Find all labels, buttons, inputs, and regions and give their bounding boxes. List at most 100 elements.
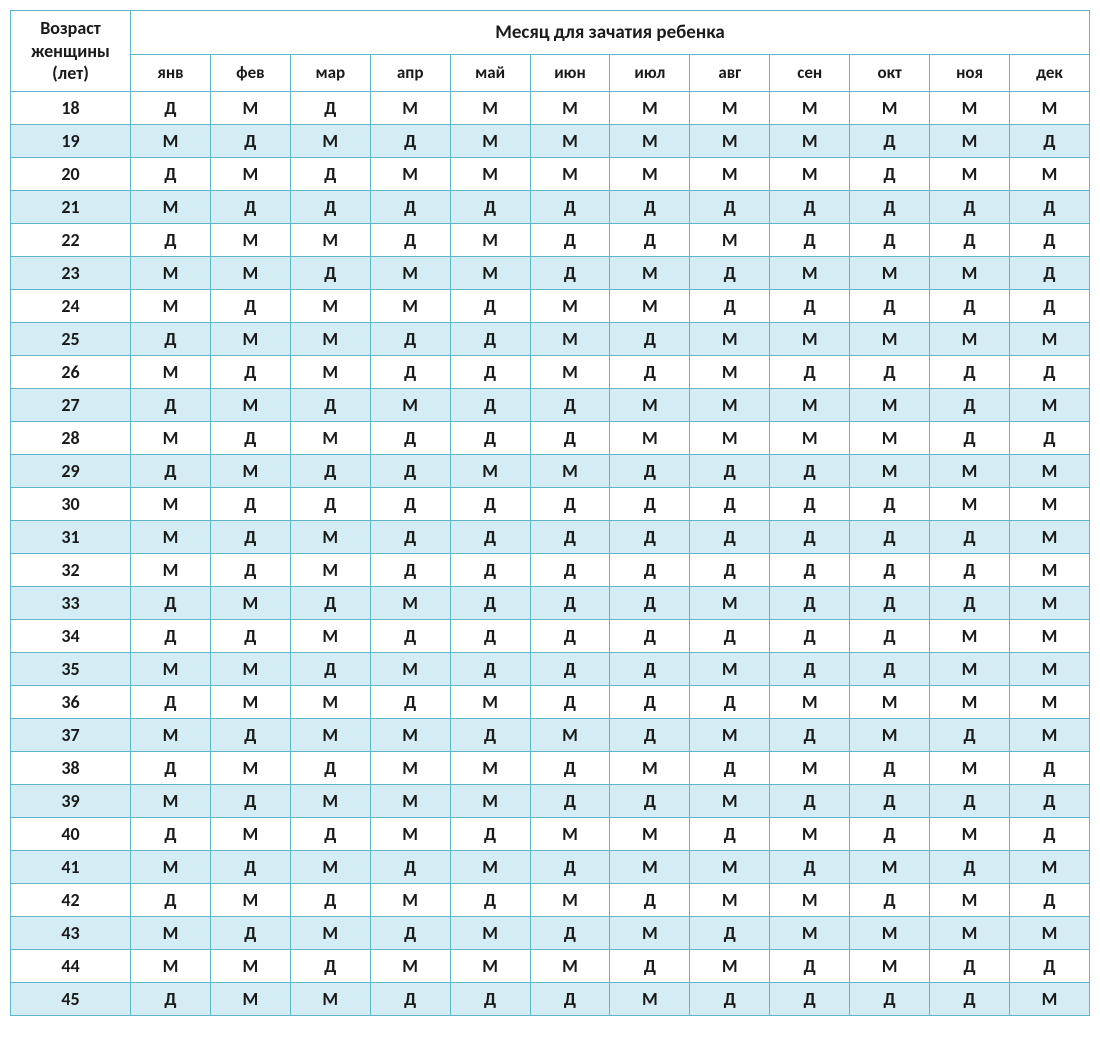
value-cell: Д bbox=[1009, 355, 1089, 388]
value-cell: М bbox=[210, 586, 290, 619]
value-cell: М bbox=[131, 916, 211, 949]
month-header-июн: июн bbox=[530, 55, 610, 91]
value-cell: М bbox=[290, 322, 370, 355]
value-cell: Д bbox=[850, 520, 930, 553]
value-cell: Д bbox=[770, 982, 850, 1015]
value-cell: М bbox=[1009, 553, 1089, 586]
value-cell: М bbox=[930, 487, 1010, 520]
value-cell: М bbox=[131, 289, 211, 322]
value-cell: Д bbox=[210, 850, 290, 883]
value-cell: М bbox=[850, 949, 930, 982]
value-cell: М bbox=[930, 883, 1010, 916]
value-cell: Д bbox=[530, 850, 610, 883]
value-cell: Д bbox=[610, 520, 690, 553]
value-cell: Д bbox=[450, 586, 530, 619]
value-cell: Д bbox=[450, 190, 530, 223]
months-row: янвфевмарапрмайиюниюлавгсеноктноядек bbox=[11, 55, 1090, 91]
value-cell: М bbox=[370, 652, 450, 685]
value-cell: Д bbox=[930, 289, 1010, 322]
table-row: 24МДММДММДДДДД bbox=[11, 289, 1090, 322]
value-cell: М bbox=[450, 916, 530, 949]
value-cell: Д bbox=[290, 388, 370, 421]
value-cell: М bbox=[530, 124, 610, 157]
value-cell: Д bbox=[850, 355, 930, 388]
value-cell: М bbox=[290, 784, 370, 817]
table-row: 31МДМДДДДДДДДМ bbox=[11, 520, 1090, 553]
value-cell: Д bbox=[210, 916, 290, 949]
month-header-май: май bbox=[450, 55, 530, 91]
value-cell: М bbox=[450, 685, 530, 718]
value-cell: Д bbox=[290, 454, 370, 487]
value-cell: М bbox=[610, 817, 690, 850]
table-row: 22ДММДМДДМДДДД bbox=[11, 223, 1090, 256]
value-cell: М bbox=[930, 817, 1010, 850]
value-cell: Д bbox=[1009, 817, 1089, 850]
value-cell: М bbox=[1009, 619, 1089, 652]
value-cell: Д bbox=[131, 751, 211, 784]
value-cell: Д bbox=[450, 487, 530, 520]
value-cell: Д bbox=[210, 124, 290, 157]
age-cell: 35 bbox=[11, 652, 131, 685]
value-cell: Д bbox=[530, 223, 610, 256]
value-cell: Д bbox=[530, 520, 610, 553]
value-cell: Д bbox=[850, 751, 930, 784]
value-cell: М bbox=[370, 883, 450, 916]
table-row: 20ДМДММММММДММ bbox=[11, 157, 1090, 190]
value-cell: Д bbox=[690, 454, 770, 487]
value-cell: М bbox=[210, 322, 290, 355]
value-cell: М bbox=[690, 322, 770, 355]
value-cell: М bbox=[770, 124, 850, 157]
value-cell: Д bbox=[610, 553, 690, 586]
value-cell: М bbox=[530, 883, 610, 916]
table-row: 27ДМДМДДММММДМ bbox=[11, 388, 1090, 421]
value-cell: Д bbox=[770, 520, 850, 553]
value-cell: М bbox=[450, 949, 530, 982]
value-cell: Д bbox=[450, 652, 530, 685]
month-header-авг: авг bbox=[690, 55, 770, 91]
value-cell: Д bbox=[210, 355, 290, 388]
value-cell: Д bbox=[530, 685, 610, 718]
value-cell: М bbox=[770, 916, 850, 949]
value-cell: Д bbox=[450, 520, 530, 553]
value-cell: Д bbox=[370, 487, 450, 520]
value-cell: Д bbox=[770, 586, 850, 619]
main-header: Месяц для зачатия ребенка bbox=[131, 11, 1090, 55]
value-cell: М bbox=[450, 784, 530, 817]
value-cell: Д bbox=[131, 322, 211, 355]
value-cell: Д bbox=[770, 190, 850, 223]
value-cell: М bbox=[210, 883, 290, 916]
value-cell: М bbox=[770, 817, 850, 850]
value-cell: М bbox=[850, 91, 930, 124]
value-cell: М bbox=[370, 817, 450, 850]
value-cell: Д bbox=[290, 586, 370, 619]
table-row: 44ММДМММДМДМДД bbox=[11, 949, 1090, 982]
value-cell: Д bbox=[370, 916, 450, 949]
value-cell: Д bbox=[131, 883, 211, 916]
value-cell: М bbox=[1009, 91, 1089, 124]
value-cell: М bbox=[450, 256, 530, 289]
value-cell: М bbox=[930, 751, 1010, 784]
value-cell: М bbox=[690, 388, 770, 421]
value-cell: М bbox=[610, 751, 690, 784]
value-cell: Д bbox=[210, 520, 290, 553]
value-cell: М bbox=[1009, 454, 1089, 487]
value-cell: М bbox=[930, 124, 1010, 157]
value-cell: М bbox=[690, 586, 770, 619]
value-cell: Д bbox=[770, 553, 850, 586]
value-cell: Д bbox=[450, 817, 530, 850]
age-cell: 26 bbox=[11, 355, 131, 388]
value-cell: М bbox=[1009, 652, 1089, 685]
value-cell: М bbox=[290, 223, 370, 256]
value-cell: Д bbox=[770, 652, 850, 685]
value-cell: М bbox=[210, 91, 290, 124]
value-cell: Д bbox=[290, 487, 370, 520]
value-cell: Д bbox=[210, 190, 290, 223]
value-cell: М bbox=[850, 850, 930, 883]
value-cell: Д bbox=[770, 487, 850, 520]
age-cell: 44 bbox=[11, 949, 131, 982]
value-cell: М bbox=[690, 91, 770, 124]
value-cell: Д bbox=[610, 652, 690, 685]
value-cell: Д bbox=[370, 190, 450, 223]
value-cell: М bbox=[610, 388, 690, 421]
age-cell: 24 bbox=[11, 289, 131, 322]
